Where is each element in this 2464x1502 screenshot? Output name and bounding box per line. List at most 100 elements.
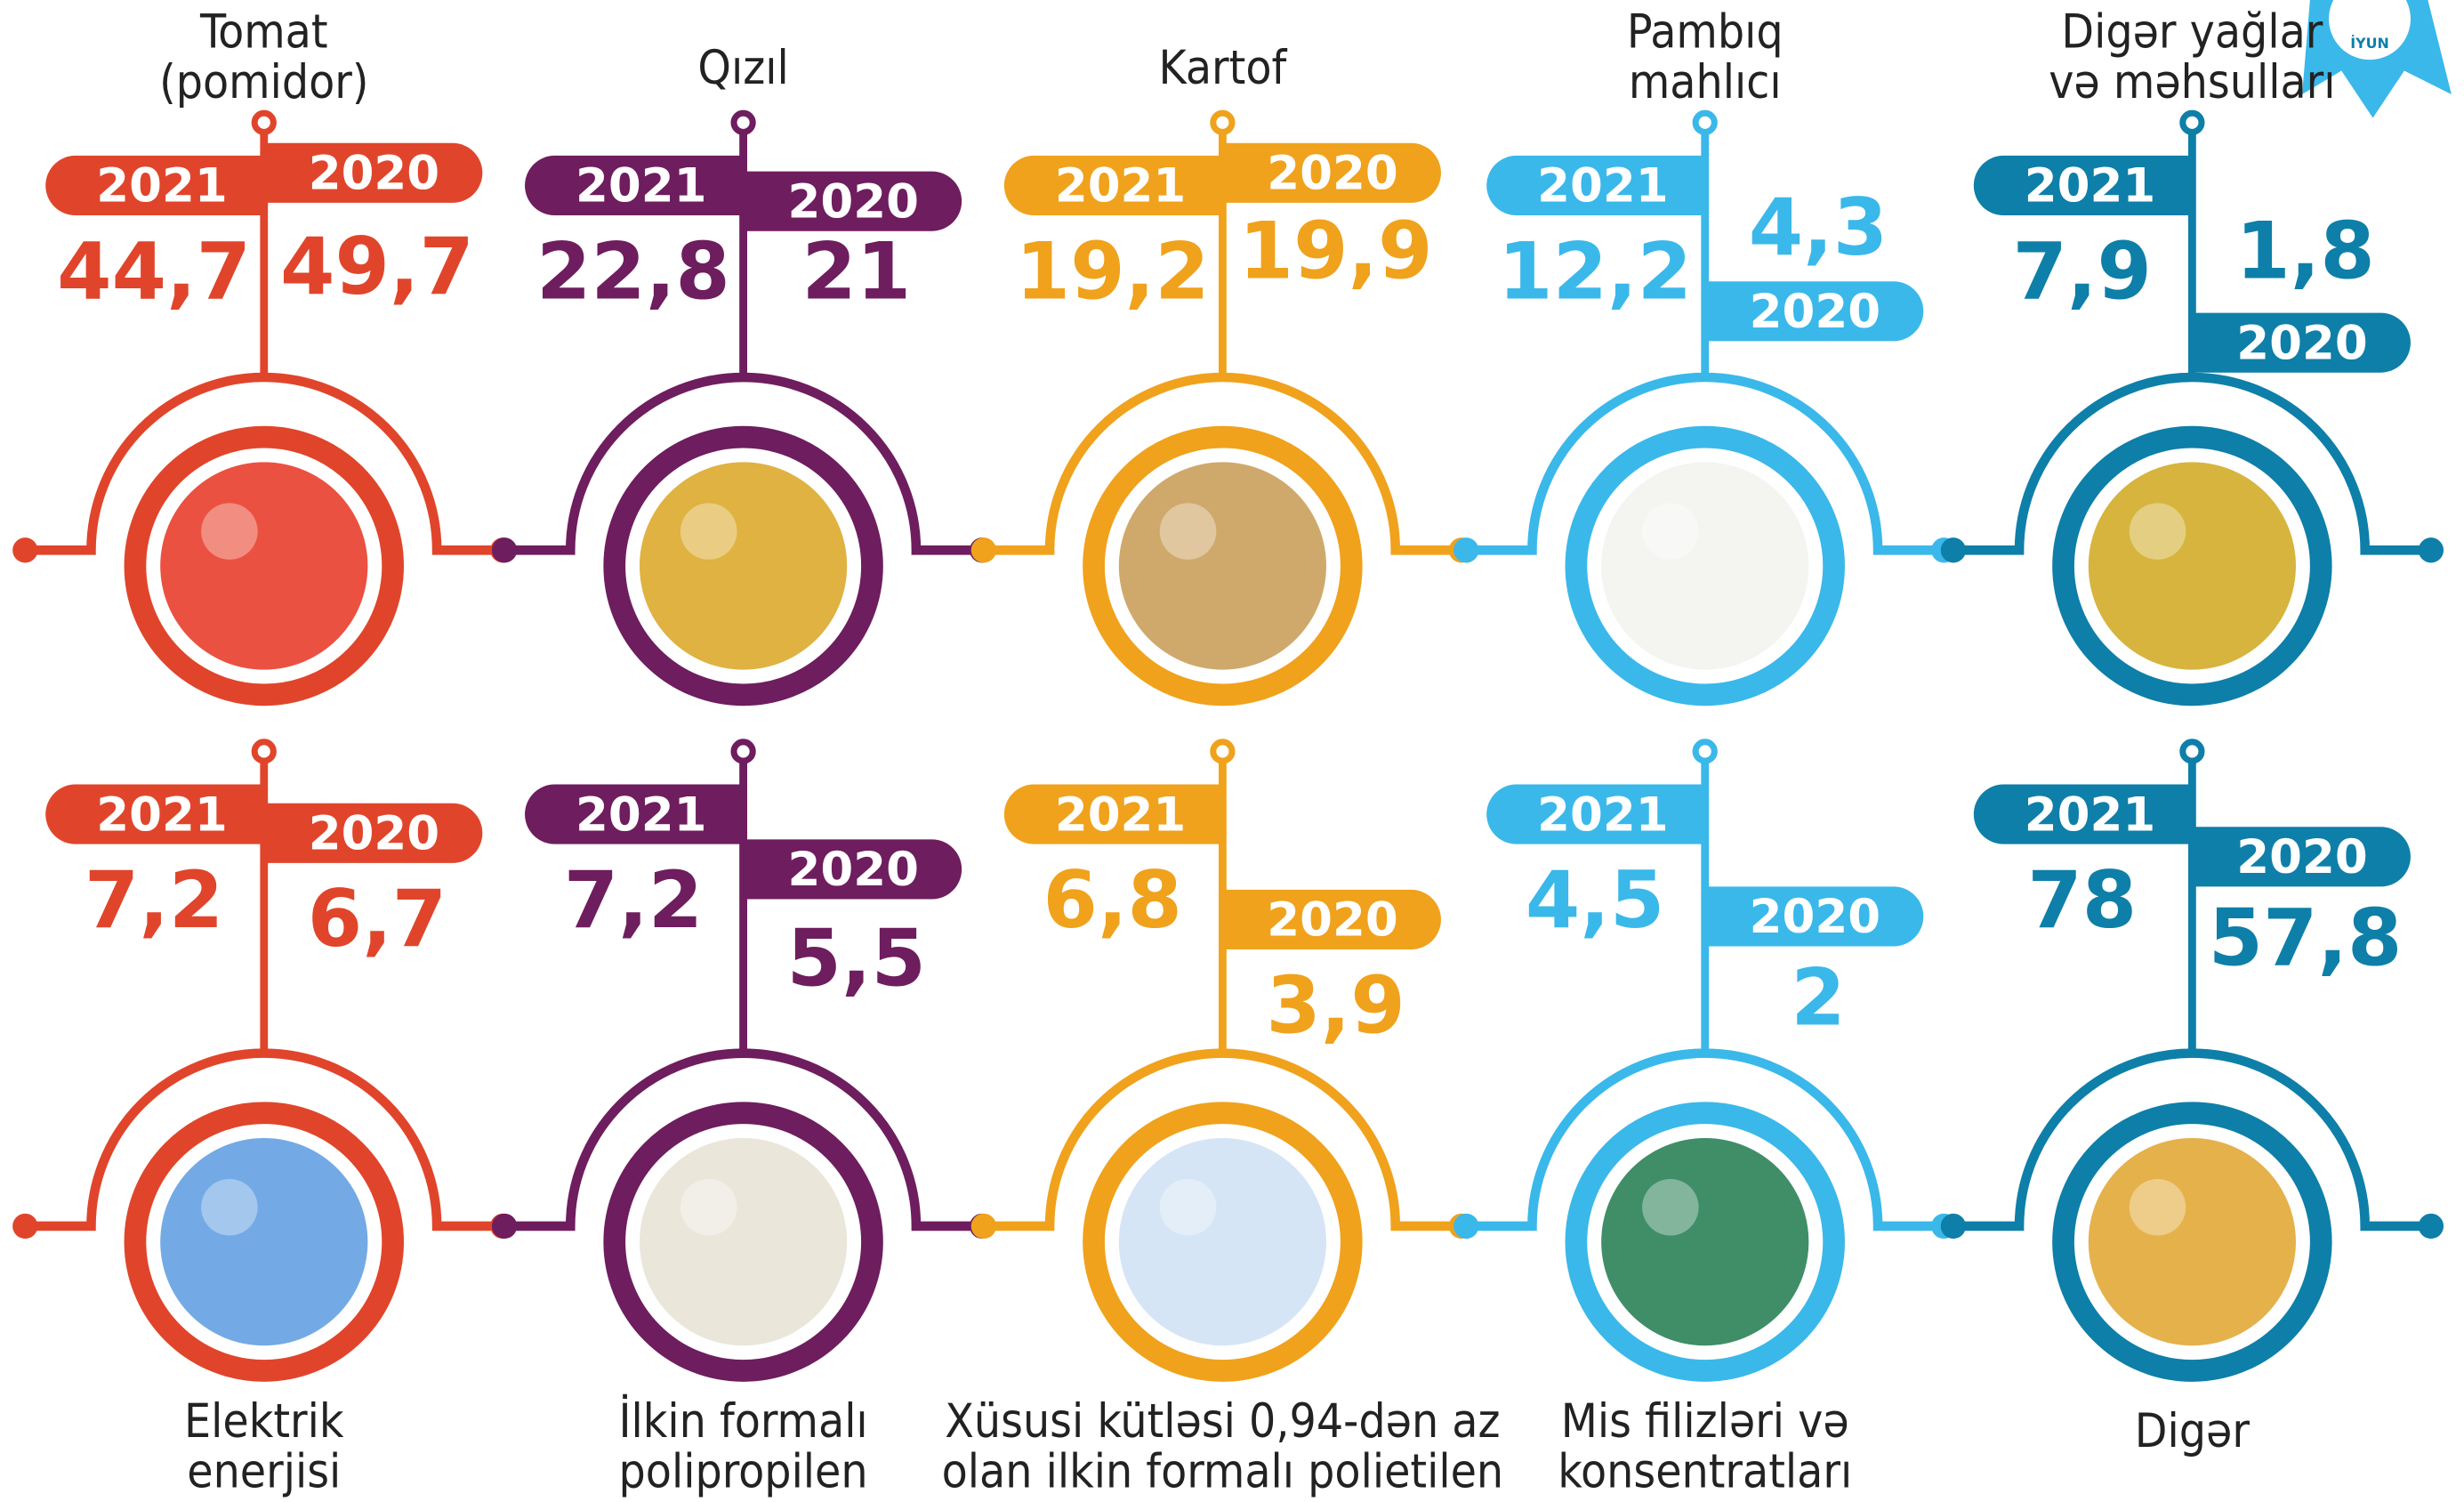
item: 2021 2020 19,2 19,9 Kartof [970, 41, 1475, 707]
arc-dot [2418, 537, 2444, 563]
arc-dot [491, 1213, 518, 1240]
connector-dot [2179, 109, 2205, 135]
arc-dot [491, 537, 518, 563]
product-label: Pambıq [1627, 5, 1784, 60]
year-label: 2021 [1055, 159, 1186, 214]
product-label: polipropilen [619, 1445, 868, 1499]
product-label: Kartof [1159, 41, 1288, 95]
product-image-shine [1159, 503, 1217, 560]
value: 12,2 [1498, 225, 1692, 317]
value: 78 [2027, 854, 2137, 946]
outer-arc [1469, 372, 1941, 555]
product-label: Digər yağlar [2061, 5, 2323, 60]
product-label: mahlıcı [1629, 55, 1782, 109]
year-badge [1003, 784, 1223, 844]
connector-dot [730, 109, 756, 135]
connector-dot [730, 739, 756, 764]
year-badge [1704, 281, 1924, 342]
year-label: 2020 [1267, 893, 1397, 948]
arc-dot [970, 537, 997, 563]
year-label: 2021 [2025, 159, 2155, 214]
year-label: 2020 [309, 806, 439, 860]
arc-dot [970, 1213, 997, 1240]
value: 49,7 [280, 221, 474, 312]
product-image-shine [2129, 1178, 2186, 1236]
year-label: 2021 [576, 787, 706, 842]
item: 2021 2020 22,8 21 Qızıl [491, 41, 995, 707]
product-label: Qızıl [697, 41, 788, 95]
year-label: 2020 [2236, 316, 2367, 370]
product-image-shine [201, 1178, 258, 1236]
product-image [1601, 1138, 1809, 1346]
value: 2 [1791, 952, 1845, 1044]
year-badge [1486, 784, 1705, 844]
value: 7,2 [85, 854, 223, 946]
value: 22,8 [536, 225, 730, 317]
outer-arc [986, 1048, 1459, 1231]
year-badge [2192, 827, 2411, 887]
connector-dot [251, 109, 277, 135]
value: 44,7 [57, 225, 251, 317]
product-image [1118, 462, 1326, 670]
year-label: 2021 [1055, 787, 1186, 842]
year-badge [45, 155, 264, 216]
product-label: və məhsulları [2049, 55, 2335, 109]
product-image-shine [1642, 503, 1699, 560]
year-badge [1704, 886, 1924, 947]
value: 7,9 [2012, 225, 2151, 317]
connector-dot [2179, 739, 2205, 764]
year-badge [263, 142, 483, 203]
product-image-shine [680, 1178, 737, 1236]
value: 19,2 [1016, 225, 1210, 317]
value: 6,7 [308, 873, 447, 965]
product-label: Xüsusi kütləsi 0,94-dən az [945, 1394, 1500, 1449]
year-label: 2020 [788, 174, 919, 229]
value: 5,5 [787, 912, 926, 1004]
arc-dot [12, 537, 38, 563]
outer-arc [1956, 372, 2428, 555]
product-image [1601, 462, 1809, 670]
product-label: İlkin formalı [618, 1393, 867, 1449]
product-image [2088, 462, 2296, 670]
product-label: Mis filizləri və [1561, 1394, 1849, 1449]
ribbon-badge: İYUN [2302, 0, 2452, 118]
outer-arc [1469, 1048, 1941, 1231]
year-badge [1003, 155, 1223, 216]
item: 2021 2020 44,7 49,7 Tomat(pomidor) [12, 5, 516, 707]
product-label: olan ilkin formalı polietilen [942, 1445, 1504, 1499]
year-badge [525, 784, 744, 844]
value: 57,8 [2209, 892, 2403, 983]
product-label: Elektrik [184, 1394, 344, 1449]
connector-dot [1692, 109, 1718, 135]
outer-arc [986, 372, 1459, 555]
product-label: Digər [2135, 1404, 2251, 1458]
connector-dot [1692, 739, 1718, 764]
connector-dot [1210, 109, 1236, 135]
year-label: 2021 [1537, 159, 1668, 214]
product-image [160, 1138, 368, 1346]
outer-arc [507, 1048, 979, 1231]
outer-arc [28, 1048, 500, 1231]
value: 7,2 [564, 854, 703, 946]
product-image [160, 462, 368, 670]
product-label: enerjisi [187, 1445, 341, 1499]
outer-arc [1956, 1048, 2428, 1231]
arc-dot [1940, 1213, 1966, 1240]
year-badge [743, 839, 962, 900]
year-label: 2020 [309, 147, 439, 201]
year-badge [263, 803, 483, 863]
product-image [639, 462, 848, 670]
arc-dot [2418, 1213, 2444, 1240]
item: 2021 2020 4,5 2 Mis filizləri vəkonsentratla… [1453, 739, 1957, 1499]
value: 19,9 [1239, 205, 1433, 296]
year-label: 2020 [788, 843, 919, 897]
product-image [2088, 1138, 2296, 1346]
year-badge [45, 784, 264, 844]
value: 3,9 [1266, 959, 1405, 1051]
year-badge [1973, 784, 2193, 844]
